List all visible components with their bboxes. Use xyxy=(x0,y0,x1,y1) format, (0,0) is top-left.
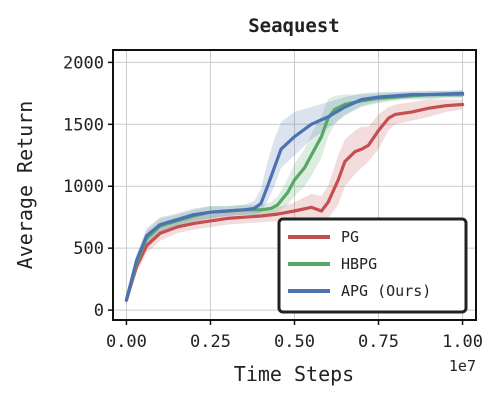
legend-label-hbpg: HBPG xyxy=(341,255,377,273)
legend-entries: PG HBPG APG (Ours) xyxy=(288,228,431,300)
legend-label-pg: PG xyxy=(341,228,359,246)
point-pg xyxy=(387,116,390,120)
point-hbpg xyxy=(286,191,289,194)
point-pg xyxy=(259,214,263,218)
point-apg-ours xyxy=(209,211,212,214)
point-apg-ours xyxy=(427,93,431,96)
confidence-bands xyxy=(126,89,463,303)
line-pg xyxy=(124,102,465,302)
point-hbpg xyxy=(310,154,313,157)
point-hbpg xyxy=(320,135,323,138)
y-tick-label: 1500 xyxy=(63,115,104,135)
point-pg xyxy=(242,216,246,219)
x-axis-label: Time Steps xyxy=(234,362,354,386)
point-apg-ours xyxy=(279,147,283,151)
point-pg xyxy=(326,201,330,204)
point-apg-ours xyxy=(293,135,296,138)
x-tick-label: 0.25 xyxy=(190,332,231,352)
point-apg-ours xyxy=(135,259,138,262)
point-apg-ours xyxy=(192,213,195,216)
point-pg xyxy=(360,147,363,151)
point-pg xyxy=(226,217,229,220)
point-pg xyxy=(337,178,340,182)
point-hbpg xyxy=(269,207,273,210)
point-pg xyxy=(145,244,148,247)
point-apg-ours xyxy=(410,93,414,96)
point-apg-ours xyxy=(461,92,464,95)
point-apg-ours xyxy=(343,105,347,109)
point-pg xyxy=(353,150,357,153)
point-hbpg xyxy=(293,178,296,182)
point-pg xyxy=(343,160,347,163)
series-lines xyxy=(124,91,465,302)
y-tick-label: 500 xyxy=(73,239,104,259)
point-apg-ours xyxy=(242,208,246,211)
point-apg-ours xyxy=(444,92,447,96)
y-axis-ticks: 0 500 1000 1500 2000 xyxy=(63,53,113,321)
point-pg xyxy=(427,107,431,110)
point-apg-ours xyxy=(360,98,363,101)
x-tick-label: 0.00 xyxy=(106,332,147,352)
legend: PG HBPG APG (Ours) xyxy=(277,217,468,314)
band-apg-ours xyxy=(126,89,463,303)
point-apg-ours xyxy=(326,115,330,119)
point-apg-ours xyxy=(273,166,276,169)
point-pg xyxy=(276,212,279,216)
point-pg xyxy=(367,144,370,147)
chart-title: Seaquest xyxy=(248,15,340,37)
x-tick-label: 0.75 xyxy=(358,332,399,352)
y-tick-label: 1000 xyxy=(63,177,104,197)
y-axis-label: Average Return xyxy=(13,101,37,270)
point-pg xyxy=(410,110,414,114)
point-pg xyxy=(293,209,296,213)
point-hbpg xyxy=(276,203,279,206)
x-tick-label: 1.00 xyxy=(442,332,483,352)
point-apg-ours xyxy=(125,299,128,302)
point-pg xyxy=(377,129,380,132)
point-pg xyxy=(158,232,162,235)
point-apg-ours xyxy=(253,207,256,210)
point-pg xyxy=(175,225,179,229)
x-tick-label: 0.50 xyxy=(274,332,315,352)
point-apg-ours xyxy=(226,209,229,213)
point-apg-ours xyxy=(145,234,148,237)
point-apg-ours xyxy=(266,185,269,188)
point-pg xyxy=(320,209,323,213)
y-tick-label: 2000 xyxy=(63,53,104,73)
x-axis-ticks: 0.00 0.25 0.50 0.75 1.00 xyxy=(106,320,483,352)
legend-label-apg-ours: APG (Ours) xyxy=(341,282,431,300)
point-apg-ours xyxy=(259,202,263,205)
point-pg xyxy=(310,206,313,209)
point-apg-ours xyxy=(377,95,380,99)
legend-box xyxy=(277,217,468,314)
x-axis-offset-label: 1e7 xyxy=(449,357,476,375)
point-hbpg xyxy=(333,108,336,111)
point-pg xyxy=(394,113,397,116)
point-pg xyxy=(192,222,195,225)
point-pg xyxy=(461,103,464,106)
point-pg xyxy=(444,104,447,107)
point-hbpg xyxy=(303,166,306,169)
point-apg-ours xyxy=(175,218,179,221)
point-apg-ours xyxy=(158,223,162,226)
y-tick-label: 0 xyxy=(94,301,104,321)
point-pg xyxy=(209,219,212,223)
point-pg xyxy=(286,211,289,214)
point-hbpg xyxy=(259,208,263,211)
point-apg-ours xyxy=(310,123,313,126)
point-apg-ours xyxy=(394,94,397,98)
